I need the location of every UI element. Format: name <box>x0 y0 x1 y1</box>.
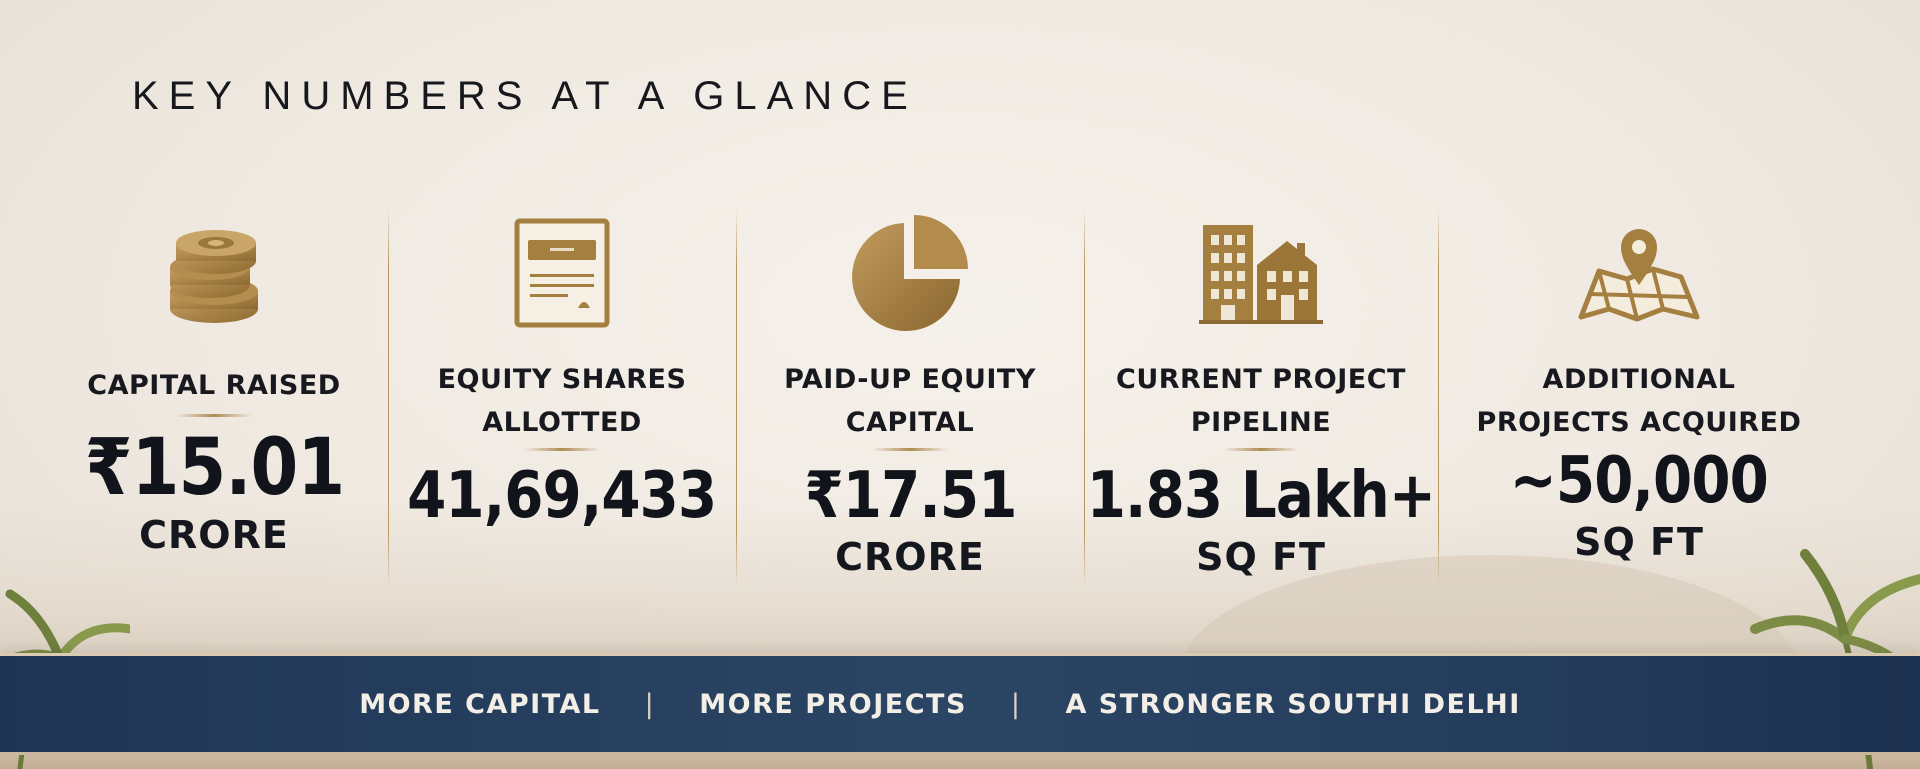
stat-value: 1.83 Lakh+ <box>1086 459 1436 533</box>
stat-divider <box>1223 448 1299 451</box>
stat-label: CAPITAL RAISED <box>87 358 340 412</box>
stat-value: ₹15.01 <box>84 423 344 513</box>
stat-label-line: CAPITAL <box>845 407 975 438</box>
tagline-separator: | <box>644 688 656 720</box>
stat-label-line: CAPITAL RAISED <box>87 369 341 401</box>
stat-label: ADDITIONAL PROJECTS ACQUIRED <box>1477 358 1802 446</box>
stat-unit: SQ FT <box>1196 535 1326 579</box>
map-pin-icon <box>1569 208 1709 338</box>
stat-label-line: ALLOTTED <box>482 407 642 438</box>
tagline-item-more-projects: MORE PROJECTS <box>699 688 967 720</box>
stat-label-line: PIPELINE <box>1190 407 1332 438</box>
stat-unit: CRORE <box>835 535 985 579</box>
stat-unit: CRORE <box>139 513 289 557</box>
tagline-row: MORE CAPITAL | MORE PROJECTS | A STRONGE… <box>359 689 1521 720</box>
stat-divider <box>524 448 600 451</box>
stat-capital-raised: CAPITAL RAISED ₹15.01 CRORE <box>40 198 388 598</box>
stat-divider <box>872 448 948 451</box>
stat-additional-projects-acquired: ADDITIONAL PROJECTS ACQUIRED ~50,000 SQ … <box>1438 198 1840 598</box>
stat-label-line: PROJECTS ACQUIRED <box>1476 407 1802 438</box>
stat-label: CURRENT PROJECT PIPELINE <box>1116 358 1406 446</box>
stat-value: ~50,000 <box>1509 444 1769 518</box>
tagline-item-stronger-south-delhi: A STRONGER SOUTHI DELHI <box>1065 688 1521 720</box>
stat-value: ₹17.51 <box>803 459 1017 533</box>
certificate-document-icon <box>492 208 632 338</box>
stat-label: PAID-UP EQUITY CAPITAL <box>784 358 1036 446</box>
pie-chart-icon <box>840 208 980 338</box>
stat-value: 41,69,433 <box>407 459 717 533</box>
page-title: KEY NUMBERS AT A GLANCE <box>132 74 918 118</box>
stat-label-line: EQUITY SHARES <box>437 364 687 395</box>
stat-label-line: PAID-UP EQUITY <box>784 364 1036 395</box>
stat-label-line: ADDITIONAL <box>1542 364 1736 395</box>
stat-current-project-pipeline: CURRENT PROJECT PIPELINE 1.83 Lakh+ SQ F… <box>1084 198 1438 598</box>
tagline-banner: MORE CAPITAL | MORE PROJECTS | A STRONGE… <box>0 653 1920 755</box>
stat-divider <box>176 414 252 417</box>
stat-paid-up-equity-capital: PAID-UP EQUITY CAPITAL ₹17.51 CRORE <box>736 198 1084 598</box>
coin-stack-icon <box>144 208 284 338</box>
stats-row: CAPITAL RAISED ₹15.01 CRORE EQUITY SHARE… <box>40 198 1840 598</box>
stat-label-line: CURRENT PROJECT <box>1116 364 1406 395</box>
buildings-icon <box>1191 208 1331 338</box>
stat-label: EQUITY SHARES ALLOTTED <box>438 358 687 446</box>
stat-unit: SQ FT <box>1574 520 1704 564</box>
tagline-separator: | <box>1010 688 1022 720</box>
stat-equity-shares-allotted: EQUITY SHARES ALLOTTED 41,69,433 <box>388 198 736 598</box>
tagline-item-more-capital: MORE CAPITAL <box>359 688 601 720</box>
